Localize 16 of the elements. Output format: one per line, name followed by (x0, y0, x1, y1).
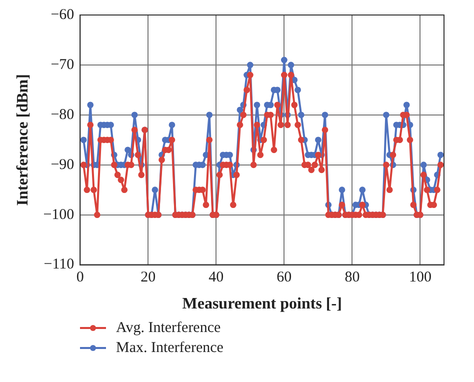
x-axis-title: Measurement points [-] (182, 296, 342, 313)
x-tick-label: 80 (344, 270, 360, 286)
x-tick-label: 40 (208, 270, 224, 286)
x-tick-label: 100 (408, 270, 432, 286)
y-tick-label: −110 (44, 256, 74, 273)
y-tick-label: −90 (50, 156, 74, 173)
y-tick-label: −60 (50, 6, 74, 23)
y-tick-label: −70 (50, 56, 74, 73)
legend-label: Avg. Interference (116, 320, 221, 336)
y-axis-title: Interference [dBm] (14, 74, 32, 206)
legend-label: Max. Interference (116, 340, 224, 356)
y-tick-label: −80 (50, 106, 74, 123)
x-tick-label: 0 (76, 270, 84, 286)
y-tick-label: −100 (43, 206, 74, 223)
x-tick-label: 20 (140, 270, 156, 286)
x-tick-label: 60 (276, 270, 292, 286)
